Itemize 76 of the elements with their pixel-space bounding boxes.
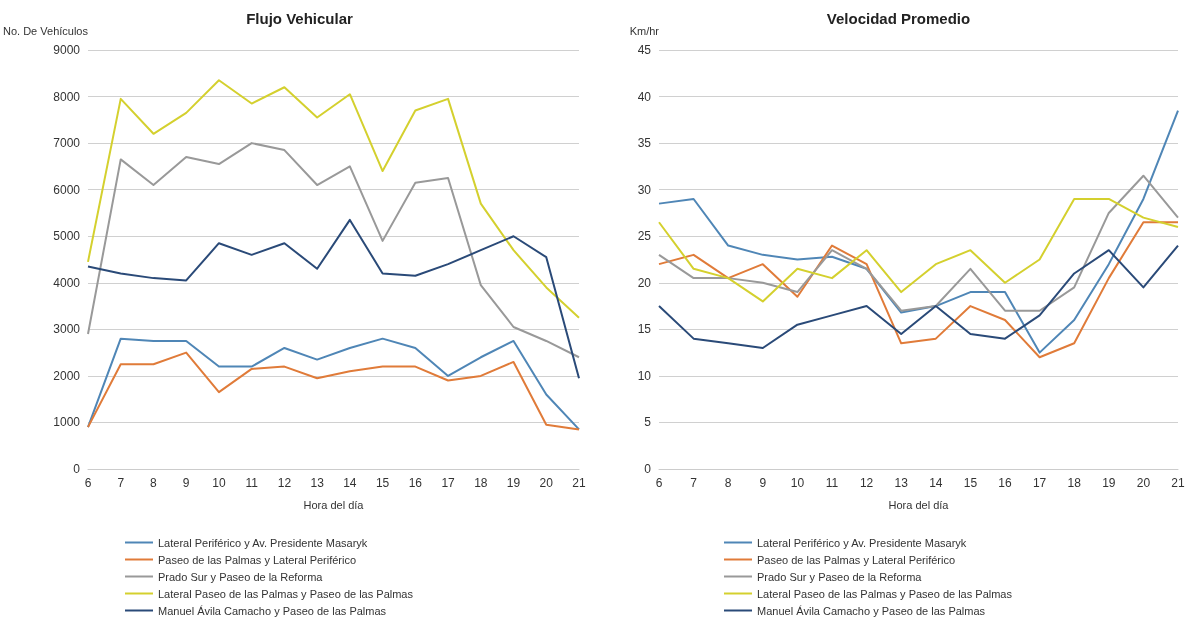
y-tick-label: 10 — [637, 368, 652, 383]
legend-label: Lateral Periférico y Av. Presidente Masaryk — [158, 536, 368, 549]
x-tick-label: 12 — [277, 476, 292, 490]
y-tick-label: 9000 — [53, 43, 81, 57]
y-axis-title: No. De Vehículos — [2, 24, 89, 37]
y-tick-label: 35 — [637, 136, 652, 151]
legend-label: Prado Sur y Paseo de la Reforma — [757, 570, 923, 583]
x-tick-label: 13 — [310, 476, 325, 490]
y-axis-title: Km/hr — [629, 24, 660, 37]
line-series — [658, 221, 1179, 359]
x-tick-label: 21 — [1171, 476, 1185, 490]
y-tick-label: 0 — [73, 462, 81, 476]
x-tick-label: 17 — [1032, 476, 1047, 490]
x-tick-label: 8 — [150, 476, 158, 490]
y-tick-label: 8000 — [53, 89, 81, 104]
y-tick-label: 6000 — [53, 182, 81, 197]
legend-label: Manuel Ávila Camacho y Paseo de las Palmas — [757, 604, 986, 617]
x-tick-label: 8 — [724, 476, 732, 490]
x-tick-label: 17 — [441, 476, 456, 490]
y-tick-label: 25 — [637, 229, 652, 244]
y-tick-label: 0 — [644, 462, 652, 476]
line-series — [86, 79, 580, 319]
y-tick-label: 4000 — [53, 275, 81, 290]
y-tick-label: 45 — [637, 43, 652, 57]
x-tick-label: 9 — [182, 476, 190, 490]
x-tick-label: 19 — [506, 476, 521, 490]
x-axis-title: Hora del día — [888, 498, 950, 511]
line-series — [658, 244, 1179, 349]
y-tick-label: 15 — [637, 322, 652, 337]
legend-label: Lateral Periférico y Av. Presidente Masaryk — [757, 536, 967, 549]
x-tick-label: 10 — [212, 476, 226, 490]
line-series — [86, 142, 580, 359]
line-series — [658, 197, 1179, 303]
chart-title: Velocidad Promedio — [826, 10, 971, 27]
x-tick-label: 14 — [929, 476, 943, 490]
x-tick-label: 20 — [539, 476, 554, 490]
y-tick-label: 40 — [637, 89, 652, 104]
x-tick-label: 6 — [655, 476, 663, 490]
x-tick-label: 11 — [245, 476, 259, 490]
line-series — [658, 109, 1179, 354]
y-tick-label: 20 — [637, 275, 652, 290]
x-axis-title: Hora del día — [303, 498, 365, 511]
x-tick-label: 6 — [84, 476, 92, 490]
y-tick-label: 5 — [644, 415, 652, 430]
chart-title: Flujo Vehicular — [246, 10, 353, 27]
x-tick-label: 14 — [343, 476, 357, 490]
x-tick-label: 19 — [1102, 476, 1116, 490]
x-tick-label: 21 — [572, 476, 586, 490]
x-tick-label: 20 — [1136, 476, 1151, 490]
y-tick-label: 2000 — [53, 368, 81, 383]
y-tick-label: 3000 — [53, 322, 81, 337]
x-tick-label: 15 — [963, 476, 978, 490]
legend-label: Lateral Paseo de las Palmas y Paseo de las Palmas — [158, 587, 414, 600]
x-tick-label: 16 — [408, 476, 423, 490]
legend-label: Lateral Paseo de las Palmas y Paseo de las Palmas — [757, 587, 1013, 600]
x-tick-label: 13 — [894, 476, 909, 490]
y-tick-label: 5000 — [53, 229, 81, 244]
x-tick-label: 10 — [790, 476, 805, 490]
x-tick-label: 7 — [117, 476, 125, 490]
x-tick-label: 7 — [690, 476, 698, 490]
x-tick-label: 18 — [474, 476, 488, 490]
x-tick-label: 9 — [759, 476, 767, 490]
legend-label: Paseo de las Palmas y Lateral Periférico — [158, 553, 357, 566]
x-tick-label: 18 — [1067, 476, 1082, 490]
line-series — [86, 218, 580, 380]
x-tick-label: 12 — [859, 476, 874, 490]
y-tick-label: 7000 — [53, 136, 81, 151]
legend-label: Paseo de las Palmas y Lateral Periférico — [757, 553, 956, 566]
legend-label: Manuel Ávila Camacho y Paseo de las Palmas — [158, 604, 387, 617]
y-tick-label: 30 — [637, 182, 652, 197]
line-series — [658, 174, 1179, 312]
legend-label: Prado Sur y Paseo de la Reforma — [158, 570, 324, 583]
x-tick-label: 11 — [825, 476, 839, 490]
x-tick-label: 15 — [375, 476, 390, 490]
y-tick-label: 1000 — [53, 415, 81, 430]
x-tick-label: 16 — [998, 476, 1012, 490]
